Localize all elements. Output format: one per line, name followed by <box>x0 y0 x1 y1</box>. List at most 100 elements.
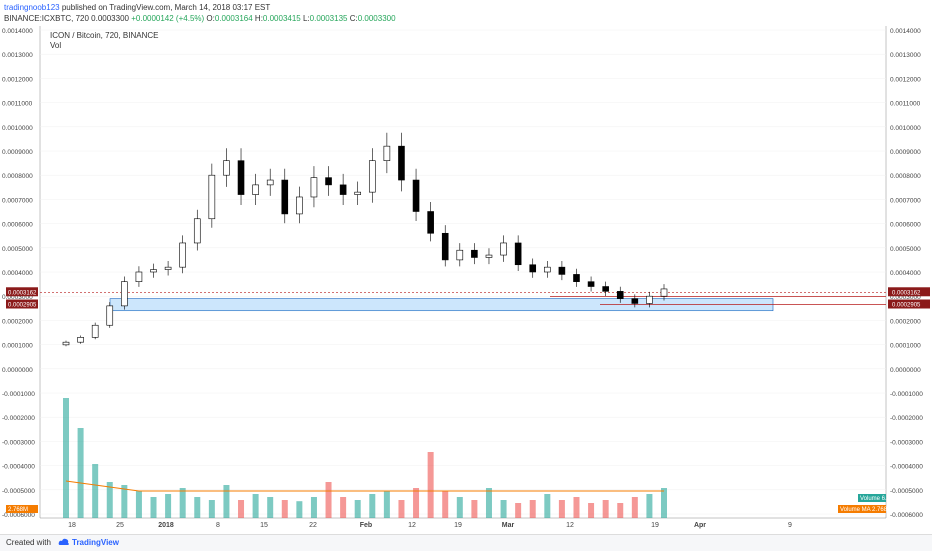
left-price-tag-text: 0.0003162 <box>8 290 37 296</box>
price-tags: 0.0003162 0.0003162 0.0002905 0.0002905 Volu… <box>6 287 930 513</box>
right-tick-label: 0.0011000 <box>890 101 921 108</box>
candle-body <box>77 337 84 343</box>
volume-bar <box>121 485 128 518</box>
candle-body <box>193 218 201 244</box>
left-tick-label: 0.0010000 <box>2 125 33 132</box>
volume-bar <box>208 500 215 518</box>
high-label: H: <box>254 14 263 23</box>
left-tick-label: -0.0004000 <box>2 464 35 471</box>
left-tick-label: 0.0009000 <box>2 149 33 156</box>
candle-body <box>602 286 609 292</box>
candle-body <box>121 281 128 307</box>
right-tick-label: 0.0008000 <box>890 173 921 180</box>
right-tick-label: 0.0006000 <box>890 222 921 229</box>
candle-body <box>529 264 537 273</box>
candle-body <box>91 324 99 338</box>
left-tick-label: 0.0002000 <box>2 318 33 325</box>
candle-body <box>441 232 449 261</box>
chart-legend-title: ICON / Bitcoin, 720, BINANCE <box>50 31 158 40</box>
tradingview-logo-text[interactable]: TradingView <box>72 538 119 547</box>
left-tick-label: -0.0003000 <box>2 439 35 446</box>
publish-line: tradingnoob123 published on TradingView.… <box>4 3 270 12</box>
volume-bar <box>325 482 332 518</box>
right-tick-label: 0.0002000 <box>890 318 921 325</box>
volume-bar <box>383 491 390 518</box>
time-axis[interactable]: 18 25 2018 8 15 22 Feb 12 19 Mar 12 19 Apr 9 <box>68 522 792 529</box>
candle-body <box>427 211 434 234</box>
candle-body <box>412 179 420 212</box>
volume-bar <box>456 497 463 518</box>
candle-body <box>368 160 376 193</box>
open-label: O: <box>206 14 215 23</box>
volume-bar <box>194 497 201 518</box>
volume-bar <box>252 494 259 518</box>
left-price-tag <box>6 287 38 297</box>
candle-body <box>252 184 259 195</box>
right-tick-label: 0.0007000 <box>890 197 921 204</box>
volume-bar <box>223 485 230 518</box>
grid-layer <box>40 29 886 515</box>
candle-body <box>485 254 493 258</box>
volume-bar <box>77 428 84 518</box>
high-value: 0.0003415 <box>262 14 301 23</box>
close-value: 0.0003300 <box>357 14 396 23</box>
volume-bar <box>165 494 172 518</box>
volume-bar <box>398 500 405 518</box>
candle-body <box>208 174 216 220</box>
volume-bar <box>588 503 595 518</box>
right-tick-label: 0.0001000 <box>890 343 921 350</box>
candle-body <box>587 281 595 287</box>
left-tick-label: -0.0005000 <box>2 488 35 495</box>
volume-tag-bg <box>858 494 886 502</box>
right-tick-label: 0.0000000 <box>890 367 921 374</box>
volume-bar <box>500 500 507 518</box>
right-price-tag-text: 0.0002905 <box>892 302 921 308</box>
volume-ma-tag-bg <box>838 505 886 513</box>
volume-bar <box>150 497 157 518</box>
left-tick-label: -0.0006000 <box>2 512 35 519</box>
right-price-axis[interactable]: 0.0014000 0.0013000 0.0012000 0.0011000 0.00… <box>890 28 923 519</box>
candle-body <box>325 177 332 186</box>
right-price-tag-text: 0.0003162 <box>892 290 921 296</box>
symbol-text: BINANCE:ICXBTC, 720 <box>4 14 89 23</box>
right-tick-label: 0.0005000 <box>890 246 921 253</box>
tradingview-cloud-icon <box>58 538 69 545</box>
right-price-tag <box>888 299 930 309</box>
left-tick-label: 0.0000000 <box>2 367 33 374</box>
left-volume-ma-tag <box>6 505 38 513</box>
candle-body <box>660 288 668 297</box>
time-tick-label: 18 <box>68 522 76 529</box>
time-tick-label: 25 <box>116 522 124 529</box>
candle-body <box>383 145 391 161</box>
chart-area[interactable]: 0.0014000 0.0013000 0.0012000 0.0011000 0.00… <box>0 26 932 534</box>
candle-body <box>164 266 172 270</box>
candle-body <box>471 249 478 258</box>
time-tick-label: 19 <box>454 522 462 529</box>
right-tick-label: 0.0004000 <box>890 270 921 277</box>
candle-body <box>544 266 551 273</box>
right-tick-label: -0.0003000 <box>890 439 923 446</box>
left-tick-label: 0.0006000 <box>2 222 33 229</box>
close-label: C: <box>349 14 358 23</box>
candle-body <box>310 177 318 198</box>
volume-bar <box>602 500 609 518</box>
left-price-axis[interactable]: 0.0014000 0.0013000 0.0012000 0.0011000 0.00… <box>2 28 35 519</box>
volume-bar <box>106 482 113 518</box>
right-tick-label: 0.0003000 <box>890 294 921 301</box>
right-tick-label: 0.0009000 <box>890 149 921 156</box>
left-tick-label: 0.0003000 <box>2 294 33 301</box>
volume-bar <box>485 488 492 518</box>
publish-text: published on TradingView.com, March 14, … <box>61 3 271 12</box>
time-tick-label: 2018 <box>158 522 174 529</box>
right-tick-label: 0.0012000 <box>890 76 921 83</box>
volume-bar <box>179 488 186 518</box>
left-tick-label: 0.0012000 <box>2 76 33 83</box>
author-link[interactable]: tradingnoob123 <box>4 3 60 12</box>
volume-legend: Vol <box>50 41 61 50</box>
price-chart-svg[interactable]: 0.0014000 0.0013000 0.0012000 0.0011000 0.00… <box>0 26 932 534</box>
left-tick-label: 0.0011000 <box>2 101 33 108</box>
left-price-tag <box>6 299 38 309</box>
volume-bar <box>63 398 69 518</box>
left-tick-label: 0.0004000 <box>2 270 33 277</box>
right-tick-label: -0.0006000 <box>890 512 923 519</box>
